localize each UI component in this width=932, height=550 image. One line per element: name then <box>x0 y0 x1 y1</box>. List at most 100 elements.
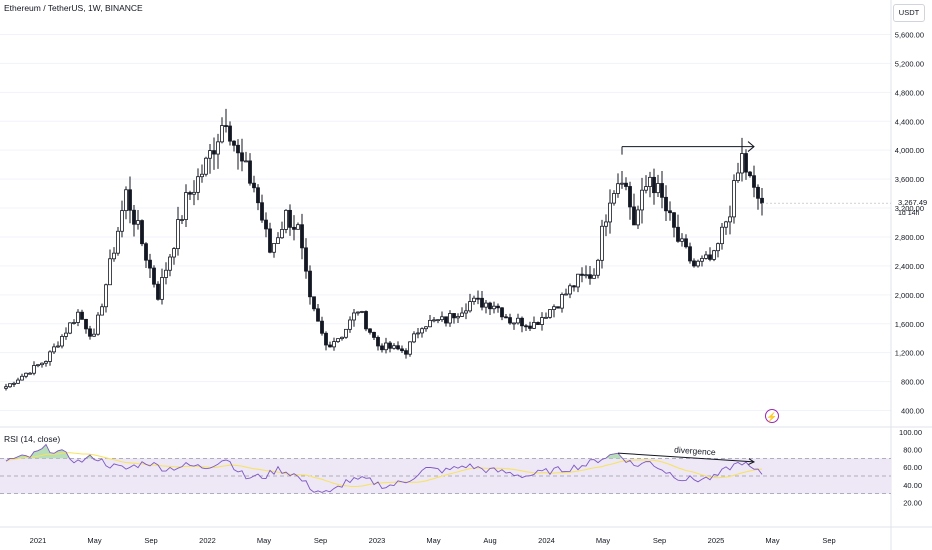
candle-body <box>532 322 536 329</box>
candle-body <box>132 209 136 225</box>
rsi-overbought-fill <box>14 444 626 459</box>
divergence-arrow-head <box>748 458 756 465</box>
candle-body <box>16 379 20 384</box>
candle-body <box>108 258 112 286</box>
lightning-icon[interactable]: ⚡ <box>765 409 779 423</box>
candle-body <box>224 125 228 127</box>
candle-body <box>432 319 436 322</box>
time-axis-label: Sep <box>144 536 157 545</box>
candle-body <box>500 307 504 318</box>
candle-body <box>644 186 648 191</box>
candle-body <box>648 176 652 188</box>
candle-body <box>756 186 760 199</box>
candle-body <box>84 318 88 330</box>
candle-body <box>540 317 544 325</box>
candle-body <box>504 316 508 319</box>
candle-body <box>524 325 528 328</box>
candle-body <box>672 212 676 228</box>
candle-body <box>332 341 336 348</box>
price-tick-label: 1,200.00 <box>895 349 924 358</box>
time-axis-label: Aug <box>483 536 496 545</box>
candle-body <box>372 331 376 338</box>
time-axis-label: May <box>426 536 440 545</box>
time-axis-label: May <box>596 536 610 545</box>
candle-body <box>116 230 120 254</box>
time-axis-label: 2025 <box>708 536 725 545</box>
candle-body <box>244 160 248 163</box>
candle-body <box>576 273 580 288</box>
rsi-indicator-label: RSI (14, close) <box>4 434 61 444</box>
divergence-arrow-line <box>617 452 755 463</box>
rsi-ma-line <box>5 452 763 487</box>
candle-body <box>448 313 452 324</box>
candle-body <box>148 259 152 269</box>
candle-body <box>248 160 252 184</box>
candle-body <box>536 322 540 325</box>
candle-body <box>236 144 240 154</box>
time-axis-label: Sep <box>822 536 835 545</box>
candle-body <box>488 302 492 310</box>
rsi-overbought-segment <box>62 449 66 459</box>
price-tick-label: 2,800.00 <box>895 233 924 242</box>
candle-body <box>720 226 724 245</box>
candle-body <box>544 316 548 319</box>
price-tick-label: 800.00 <box>901 378 924 387</box>
candle-body <box>584 274 588 277</box>
candle-body <box>592 274 596 279</box>
rsi-line <box>5 443 763 493</box>
currency-selector[interactable]: USDT <box>893 4 925 22</box>
candle-body <box>156 283 160 300</box>
candle-body <box>752 175 756 188</box>
candle-body <box>216 141 220 155</box>
candle-body <box>716 243 720 252</box>
time-axis-label: 2023 <box>369 536 386 545</box>
price-tick-label: 1,600.00 <box>895 320 924 329</box>
rsi-tick-label: 40.00 <box>903 481 922 490</box>
time-axis-label: 2021 <box>30 536 47 545</box>
candle-body <box>552 306 556 310</box>
candle-body <box>360 311 364 313</box>
candle-body <box>700 258 704 262</box>
candle-body <box>444 316 448 324</box>
candle-body <box>688 246 692 262</box>
candle-body <box>356 311 360 314</box>
candle-body <box>268 228 272 253</box>
candle-body <box>476 297 480 300</box>
candle-body <box>704 254 708 259</box>
candle-body <box>588 274 592 279</box>
candle-body <box>308 270 312 298</box>
candle-body <box>380 345 384 351</box>
candle-body <box>408 341 412 355</box>
candle-body <box>624 182 628 187</box>
price-tick-label: 4,800.00 <box>895 88 924 97</box>
time-axis-label: May <box>87 536 101 545</box>
candle-body <box>104 284 108 308</box>
candle-body <box>364 311 368 330</box>
candle-body <box>660 183 664 198</box>
candle-body <box>80 311 84 320</box>
candle-body <box>440 316 444 321</box>
candle-body <box>560 294 564 309</box>
candle-body <box>728 216 732 223</box>
candle-body <box>128 189 132 211</box>
candle-body <box>708 254 712 260</box>
candle-body <box>580 273 584 276</box>
candle-body <box>664 196 668 212</box>
candle-body <box>424 326 428 330</box>
candle-body <box>456 316 460 319</box>
rsi-tick-label: 100.00 <box>899 428 922 437</box>
candle-body <box>452 313 456 319</box>
candle-body <box>172 248 176 258</box>
price-tick-label: 5,600.00 <box>895 30 924 39</box>
candle-body <box>468 301 472 312</box>
price-tick-label: 3,200.00 <box>895 204 924 213</box>
candle-body <box>516 317 520 324</box>
price-tick-label: 2,400.00 <box>895 262 924 271</box>
price-tick-label: 4,000.00 <box>895 146 924 155</box>
candle-body <box>632 206 636 226</box>
candle-body <box>628 186 632 208</box>
candle-body <box>640 189 644 211</box>
price-tick-label: 2,000.00 <box>895 291 924 300</box>
candle-body <box>72 322 76 324</box>
